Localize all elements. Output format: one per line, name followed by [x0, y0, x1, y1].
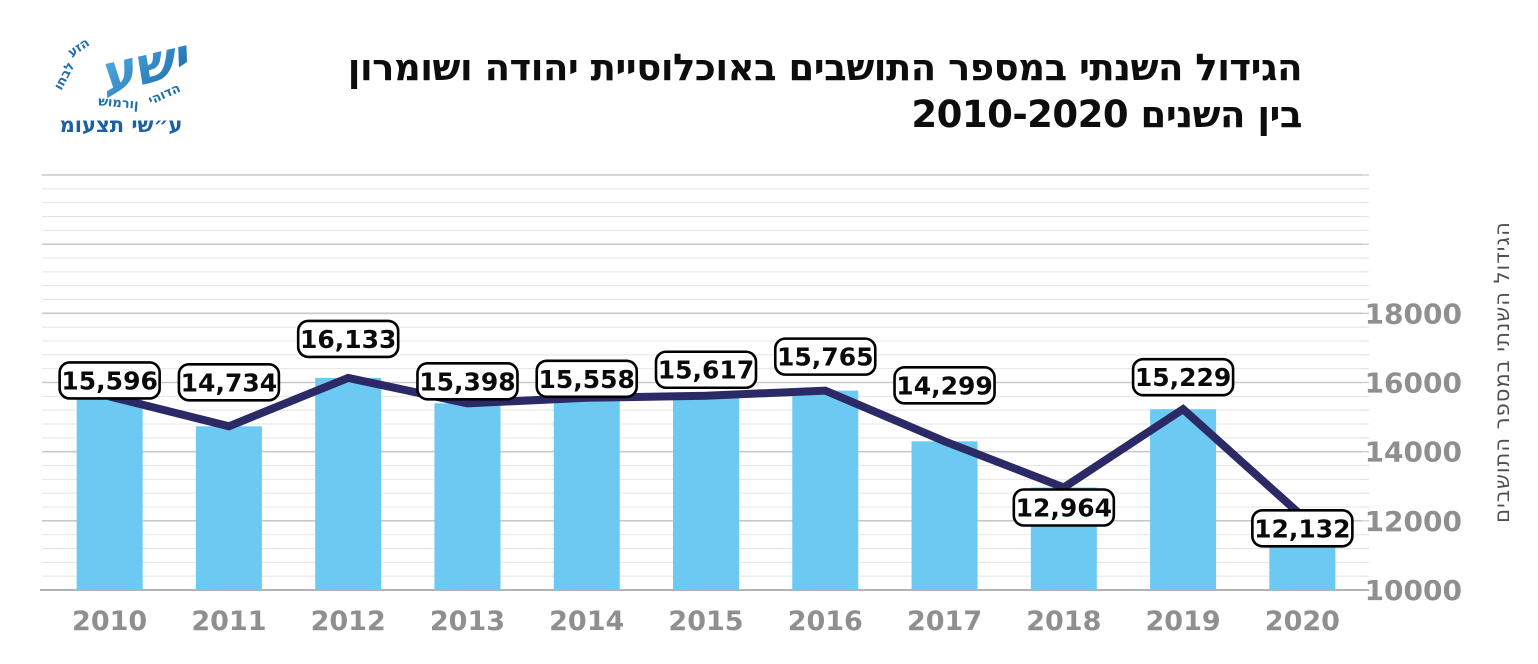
x-tick-label-2020: 2020	[1265, 606, 1340, 637]
data-label-2014: 15,558	[538, 365, 634, 394]
data-label-box-2019	[1131, 357, 1235, 397]
bar-2019	[1150, 409, 1217, 590]
data-label-2010: 15,596	[61, 366, 157, 395]
chart-canvas: 10000 12000 14000 16000 18000 15,596 14,734 16,…	[40, 174, 1462, 637]
data-label-box-2012	[296, 319, 400, 359]
y-tick-label: 14000	[1365, 436, 1462, 469]
x-tick-label-2016: 2016	[788, 606, 863, 637]
svg-text:וחבל: וחבל	[51, 60, 78, 93]
bar-2011	[195, 426, 262, 590]
data-label-2017: 14,299	[896, 371, 992, 400]
y-tick-label: 18000	[1365, 297, 1462, 330]
bar-2012	[315, 377, 382, 590]
data-label-2019: 15,229	[1135, 363, 1231, 392]
data-label-2018: 12,964	[1016, 493, 1112, 522]
x-tick-label-2018: 2018	[1026, 606, 1101, 637]
y-tick-label: 10000	[1365, 574, 1462, 607]
yesha-council-logo: ישע עזה וחבל שומרון יהודה מועצת יש״ע	[51, 27, 196, 137]
data-label-box-2018	[1012, 488, 1116, 527]
data-label-box-2014	[535, 359, 639, 399]
bar-2013	[434, 403, 501, 590]
bar-2016	[792, 390, 859, 590]
data-label-box-2010	[58, 361, 161, 400]
growth-chart: 10000 12000 14000 16000 18000 15,596 14,734 16,…	[0, 155, 1538, 660]
x-tick-label-2012: 2012	[311, 606, 386, 637]
bar-2014	[553, 397, 620, 590]
x-tick-label-2014: 2014	[549, 606, 624, 637]
x-tick-label-2017: 2017	[907, 606, 982, 637]
trend-line	[108, 373, 1306, 520]
data-label-box-2013	[416, 362, 519, 401]
bar-2017	[911, 441, 978, 590]
data-label-box-2015	[654, 350, 758, 390]
data-label-2013: 15,398	[419, 367, 515, 396]
data-label-2015: 15,617	[658, 356, 754, 385]
data-label-box-2020	[1251, 508, 1354, 548]
x-tick-label-2013: 2013	[430, 606, 505, 637]
x-tick-label-2011: 2011	[191, 606, 266, 637]
data-label-box-2016	[773, 337, 877, 376]
data-label-2012: 16,133	[300, 325, 396, 354]
logo-caption: מועצת יש״ע	[60, 113, 183, 137]
data-label-2011: 14,734	[181, 368, 277, 397]
bar-2015	[673, 395, 739, 590]
data-label-box-2017	[893, 366, 996, 405]
chart-title-line1: הגידול השנתי במספר התושבים באוכלוסיית יה…	[347, 46, 1303, 89]
chart-title: הגידול השנתי במספר התושבים באוכלוסיית יה…	[242, 44, 1303, 139]
chart-title-line2: בין השנים 2010-2020	[911, 93, 1302, 137]
svg-text:עזה: עזה	[65, 36, 92, 61]
data-label-2020: 12,132	[1254, 514, 1350, 543]
svg-text:שומרון: שומרון	[97, 94, 139, 112]
y-axis-title: הגידול השנתי במספר התושבים	[1490, 221, 1514, 523]
x-tick-label-2019: 2019	[1146, 606, 1221, 637]
x-tick-label-2015: 2015	[668, 606, 743, 637]
y-tick-label: 12000	[1365, 505, 1462, 538]
data-label-box-2011	[177, 362, 281, 402]
bar-2010	[76, 396, 143, 590]
y-tick-label: 16000	[1365, 367, 1462, 400]
data-label-2016: 15,765	[777, 343, 873, 372]
x-tick-label-2010: 2010	[72, 606, 147, 637]
